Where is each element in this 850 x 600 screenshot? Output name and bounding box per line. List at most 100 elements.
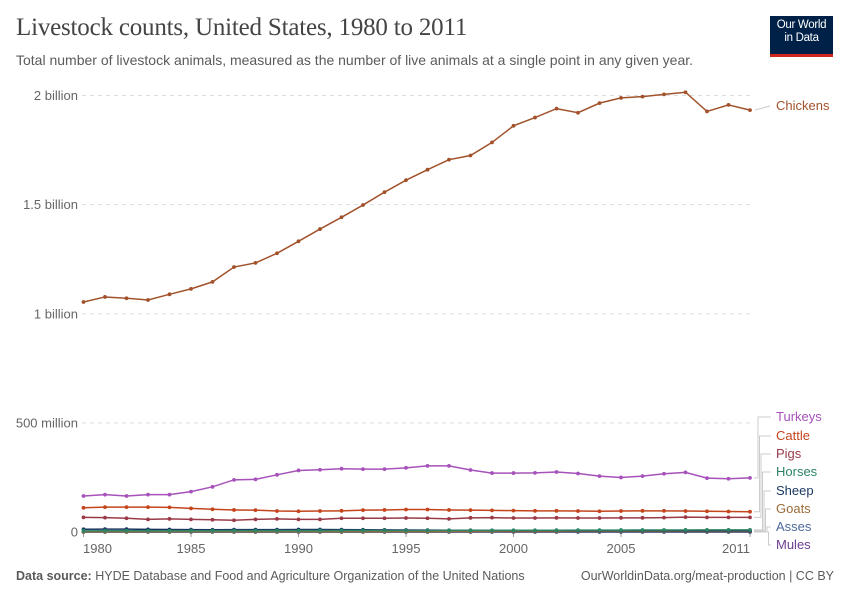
data-point-cattle — [683, 509, 688, 513]
data-point-turkeys — [619, 475, 623, 480]
data-point-pigs — [275, 517, 279, 521]
data-point-cattle — [705, 509, 709, 514]
data-point-pigs — [189, 517, 193, 522]
data-source-text: HYDE Database and Food and Agriculture O… — [91, 569, 525, 583]
data-point-pigs — [81, 515, 86, 520]
data-point-turkeys — [533, 470, 537, 475]
data-point-cattle — [339, 508, 344, 513]
data-point-turkeys — [253, 477, 258, 482]
data-point-chickens — [490, 140, 494, 145]
data-point-horses — [103, 528, 107, 533]
data-point-turkeys — [554, 470, 559, 474]
data-point-horses — [705, 528, 709, 532]
legend-label-goats: Goats — [776, 501, 811, 516]
data-point-horses — [81, 528, 86, 533]
data-point-chickens — [619, 96, 623, 100]
data-point-chickens — [554, 106, 559, 111]
data-point-cattle — [361, 508, 365, 513]
data-point-chickens — [683, 90, 688, 95]
data-point-turkeys — [705, 476, 709, 480]
data-point-turkeys — [576, 471, 580, 476]
data-point-cattle — [447, 508, 451, 512]
legend-label-turkeys: Turkeys — [776, 409, 822, 424]
legend-connector — [754, 453, 771, 518]
data-point-cattle — [748, 509, 752, 514]
data-point-horses — [554, 528, 559, 533]
data-point-turkeys — [597, 474, 602, 479]
data-point-turkeys — [468, 468, 473, 472]
data-point-horses — [189, 528, 193, 533]
legend-connector — [754, 471, 771, 531]
data-point-turkeys — [146, 492, 150, 497]
data-point-pigs — [447, 517, 451, 521]
y-tick-label: 1 billion — [34, 306, 78, 321]
y-tick-label: 0 — [71, 525, 78, 540]
legend-label-cattle: Cattle — [776, 428, 810, 443]
legend-connector — [754, 490, 771, 532]
data-point-turkeys — [339, 466, 344, 471]
data-point-horses — [210, 528, 215, 533]
data-point-horses — [619, 528, 623, 532]
data-point-horses — [232, 528, 236, 533]
x-tick-label: 2005 — [607, 541, 636, 556]
data-point-cattle — [662, 508, 666, 513]
series-line-pigs — [83, 516, 750, 521]
data-point-horses — [640, 528, 645, 532]
data-point-horses — [511, 528, 516, 533]
owid-logo[interactable]: Our World in Data — [770, 16, 833, 57]
data-point-pigs — [683, 515, 688, 520]
data-point-turkeys — [275, 472, 279, 477]
data-point-chickens — [662, 92, 666, 97]
x-tick-label: 1995 — [392, 541, 421, 556]
data-point-pigs — [425, 516, 430, 521]
credit-link[interactable]: OurWorldinData.org/meat-production | CC … — [580, 569, 834, 583]
data-point-cattle — [726, 509, 731, 514]
series-line-horses — [83, 529, 750, 532]
logo-line-2: in Data — [784, 32, 819, 44]
data-point-turkeys — [382, 467, 387, 472]
chart-subtitle: Total number of livestock animals, measu… — [16, 52, 694, 68]
data-point-chickens — [726, 102, 731, 107]
data-source: Data source: HYDE Database and Food and … — [16, 569, 525, 583]
data-point-horses — [683, 528, 688, 532]
data-point-horses — [361, 528, 365, 533]
data-point-horses — [662, 528, 666, 532]
data-point-chickens — [576, 110, 580, 115]
data-point-cattle — [490, 508, 494, 513]
data-point-horses — [167, 528, 172, 533]
data-point-turkeys — [210, 484, 215, 489]
data-point-chickens — [275, 251, 279, 256]
data-point-chickens — [748, 108, 752, 113]
data-point-pigs — [490, 515, 494, 520]
data-point-pigs — [511, 516, 516, 520]
data-point-horses — [253, 528, 258, 533]
data-point-cattle — [619, 509, 623, 513]
data-point-pigs — [748, 515, 752, 520]
data-point-cattle — [576, 509, 580, 513]
data-point-chickens — [361, 203, 365, 207]
data-point-pigs — [576, 516, 580, 520]
data-point-turkeys — [490, 471, 494, 475]
legend-connector — [754, 435, 771, 513]
legend-label-horses: Horses — [776, 464, 818, 479]
legend-connector — [754, 105, 771, 111]
data-point-cattle — [382, 508, 387, 512]
logo-line-1: Our World — [776, 19, 827, 31]
data-point-horses — [726, 528, 731, 532]
data-point-chickens — [81, 300, 86, 304]
data-point-pigs — [146, 517, 150, 522]
data-point-horses — [748, 528, 752, 532]
data-point-chickens — [640, 94, 645, 99]
data-point-horses — [275, 528, 279, 533]
data-point-horses — [425, 528, 430, 533]
data-point-horses — [296, 528, 301, 533]
series-line-turkeys — [83, 465, 751, 497]
data-point-pigs — [619, 515, 623, 520]
data-point-chickens — [189, 286, 193, 291]
series-line-chickens — [83, 91, 751, 303]
data-point-pigs — [640, 515, 645, 520]
chart-title: Livestock counts, United States, 1980 to… — [16, 14, 468, 41]
data-point-chickens — [511, 123, 516, 128]
data-point-turkeys — [189, 489, 193, 494]
